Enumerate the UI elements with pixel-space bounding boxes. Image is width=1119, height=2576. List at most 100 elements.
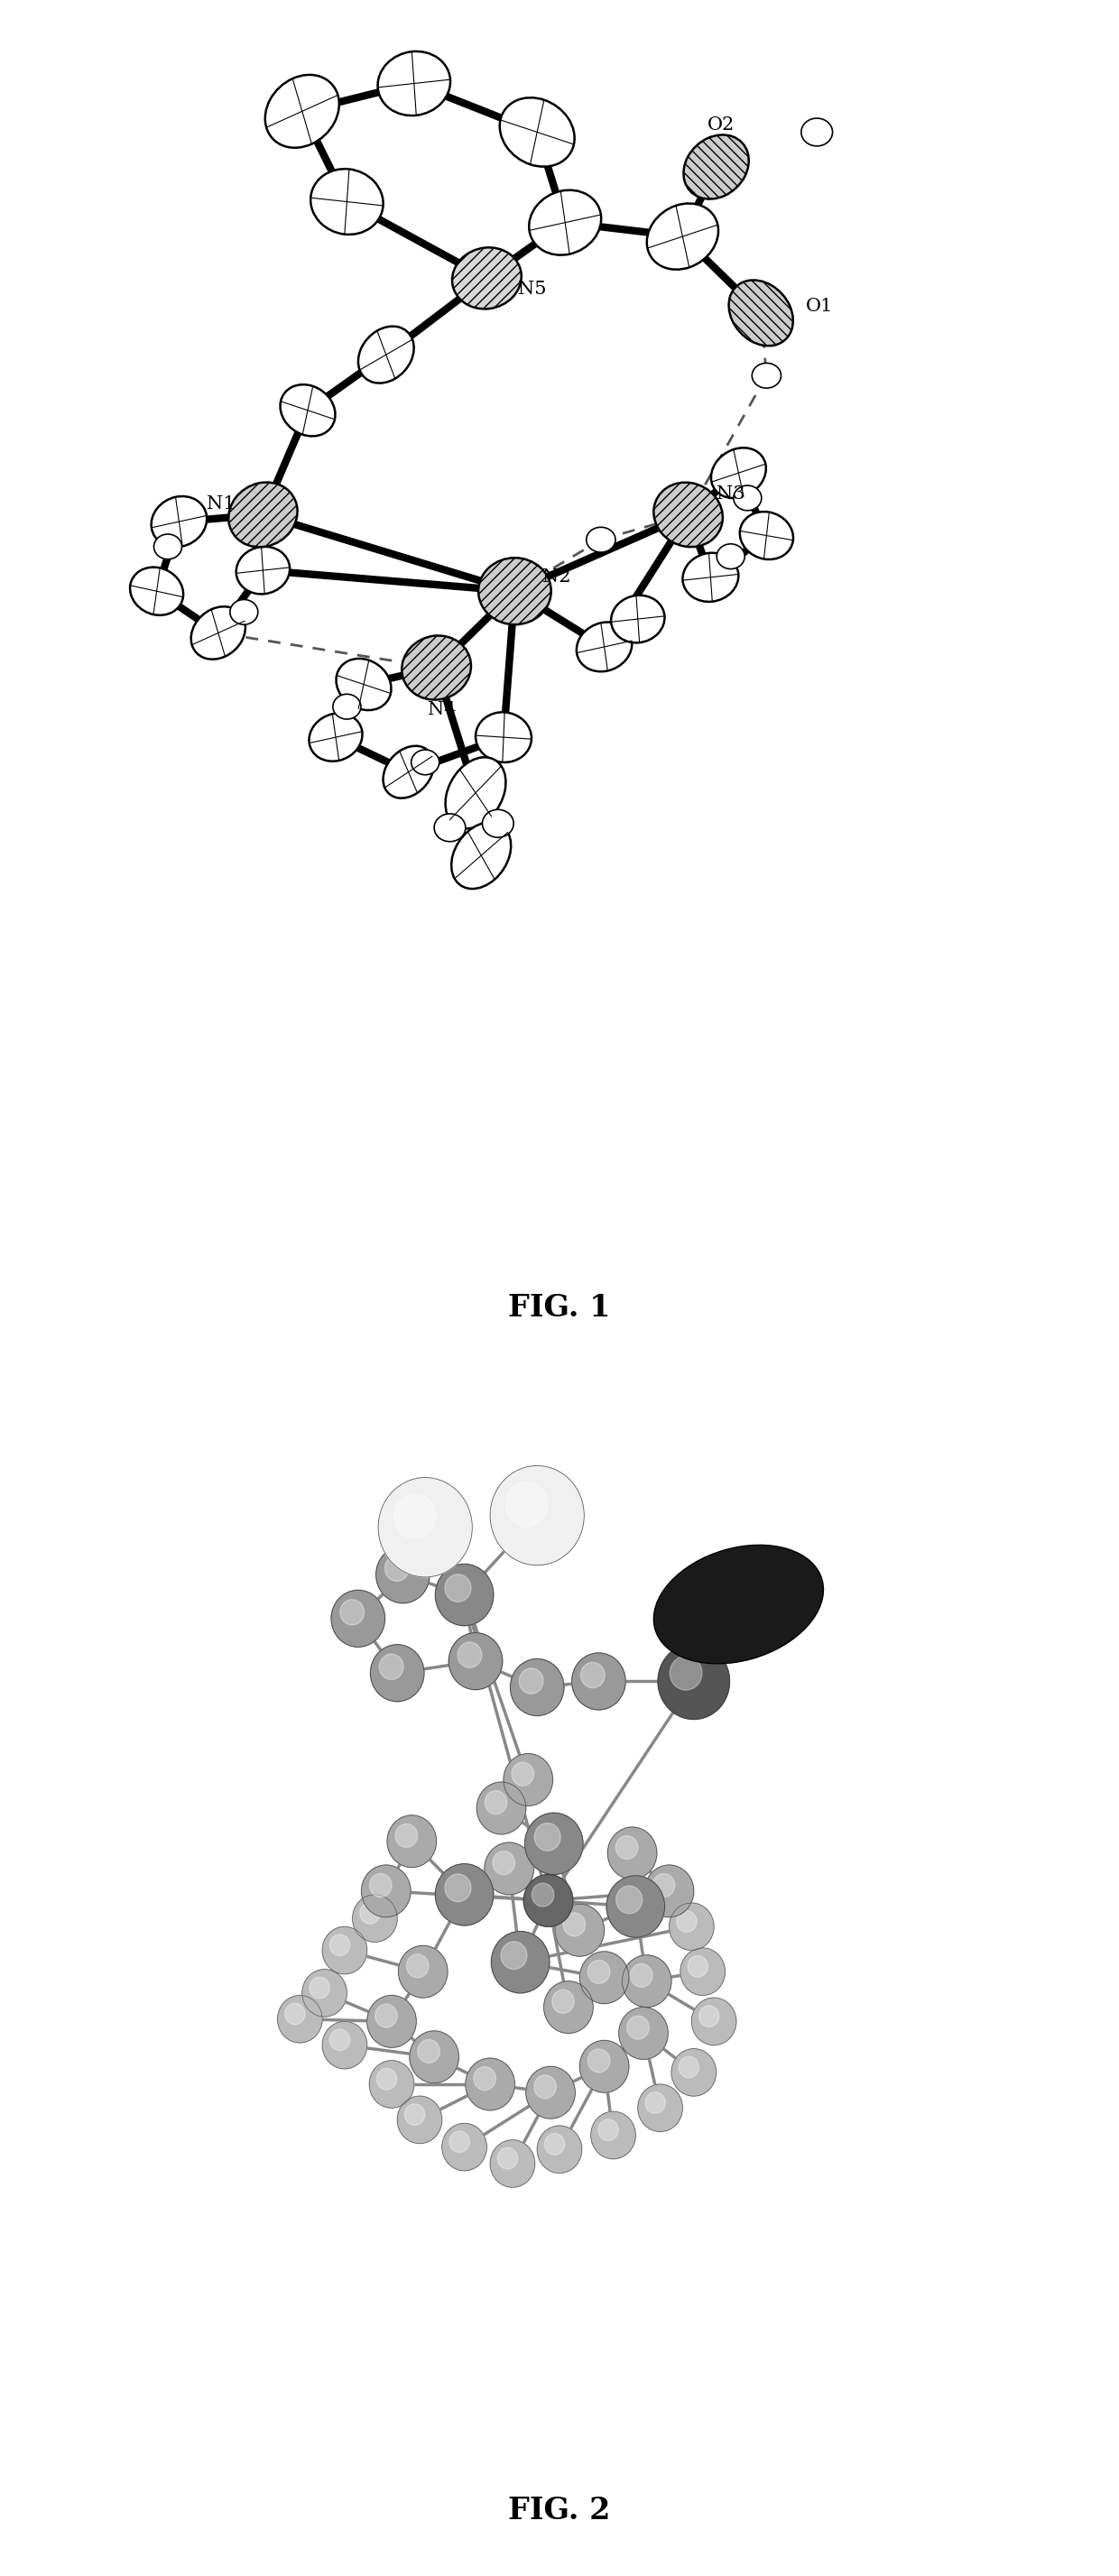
Ellipse shape — [378, 52, 450, 116]
Circle shape — [278, 1996, 322, 2043]
Circle shape — [619, 2007, 668, 2058]
Circle shape — [376, 1546, 430, 1602]
Ellipse shape — [734, 484, 762, 510]
Circle shape — [679, 2056, 699, 2079]
Circle shape — [615, 1837, 638, 1860]
Circle shape — [361, 1865, 411, 1917]
Ellipse shape — [683, 554, 739, 603]
Ellipse shape — [653, 482, 723, 546]
Circle shape — [385, 1556, 410, 1582]
Ellipse shape — [412, 750, 439, 775]
Circle shape — [587, 2048, 610, 2074]
Circle shape — [450, 2130, 470, 2154]
Circle shape — [322, 2022, 367, 2069]
Circle shape — [677, 1911, 697, 1932]
Ellipse shape — [728, 281, 793, 345]
Ellipse shape — [280, 384, 336, 435]
Circle shape — [671, 2048, 716, 2097]
Ellipse shape — [801, 118, 833, 147]
Ellipse shape — [500, 98, 574, 167]
Circle shape — [477, 1783, 526, 1834]
Ellipse shape — [236, 546, 290, 595]
Circle shape — [398, 1945, 448, 1999]
Circle shape — [552, 1989, 574, 2014]
Ellipse shape — [476, 711, 532, 762]
Circle shape — [511, 1762, 534, 1785]
Circle shape — [670, 1656, 702, 1690]
Circle shape — [544, 1981, 593, 2032]
Text: FIG. 1: FIG. 1 — [508, 1293, 611, 1321]
Circle shape — [504, 1754, 553, 1806]
Circle shape — [498, 2148, 518, 2169]
Text: N4: N4 — [427, 701, 455, 719]
Ellipse shape — [684, 134, 749, 198]
Ellipse shape — [482, 809, 514, 837]
Ellipse shape — [154, 533, 181, 559]
Circle shape — [435, 1564, 493, 1625]
Circle shape — [599, 2120, 619, 2141]
Circle shape — [377, 2069, 397, 2089]
Ellipse shape — [653, 1546, 824, 1664]
Circle shape — [340, 1600, 365, 1625]
Circle shape — [406, 1955, 429, 1978]
Circle shape — [369, 2061, 414, 2107]
Circle shape — [555, 1904, 604, 1955]
Circle shape — [537, 2125, 582, 2174]
Circle shape — [410, 2030, 459, 2084]
Circle shape — [394, 1494, 436, 1538]
Ellipse shape — [529, 191, 601, 255]
Ellipse shape — [358, 327, 414, 384]
Text: N2: N2 — [543, 569, 571, 585]
Ellipse shape — [576, 623, 632, 672]
Circle shape — [524, 1875, 573, 1927]
Ellipse shape — [265, 75, 339, 147]
Circle shape — [580, 1953, 629, 2004]
Ellipse shape — [452, 247, 521, 309]
Circle shape — [580, 2040, 629, 2092]
Circle shape — [491, 1932, 549, 1994]
Circle shape — [638, 2084, 683, 2133]
Circle shape — [466, 2058, 515, 2110]
Ellipse shape — [402, 636, 471, 701]
Circle shape — [492, 1852, 515, 1875]
Ellipse shape — [717, 544, 745, 569]
Circle shape — [534, 2076, 556, 2099]
Ellipse shape — [434, 814, 466, 842]
Ellipse shape — [479, 559, 551, 623]
Circle shape — [473, 2066, 496, 2089]
Ellipse shape — [740, 513, 793, 559]
Circle shape — [545, 2133, 565, 2156]
Circle shape — [387, 1816, 436, 1868]
Circle shape — [370, 1643, 424, 1703]
Circle shape — [367, 1996, 416, 2048]
Circle shape — [591, 2112, 636, 2159]
Circle shape — [692, 1999, 736, 2045]
Circle shape — [688, 1955, 708, 1978]
Ellipse shape — [231, 600, 257, 623]
Circle shape — [646, 2092, 666, 2112]
Circle shape — [285, 2004, 305, 2025]
Ellipse shape — [130, 567, 184, 616]
Text: O1: O1 — [806, 296, 833, 314]
Circle shape — [449, 1633, 502, 1690]
Ellipse shape — [336, 659, 392, 711]
Circle shape — [506, 1481, 548, 1528]
Circle shape — [658, 1643, 730, 1718]
Circle shape — [375, 2004, 397, 2027]
Circle shape — [445, 1873, 471, 1901]
Circle shape — [331, 1589, 385, 1646]
Circle shape — [435, 1865, 493, 1924]
Ellipse shape — [311, 170, 383, 234]
Text: N3: N3 — [716, 484, 745, 502]
Ellipse shape — [309, 714, 363, 762]
Circle shape — [352, 1896, 397, 1942]
Circle shape — [627, 2017, 649, 2040]
Circle shape — [652, 1873, 675, 1896]
Circle shape — [485, 1790, 507, 1814]
Ellipse shape — [333, 693, 360, 719]
Circle shape — [490, 1466, 584, 1566]
Circle shape — [510, 1659, 564, 1716]
Ellipse shape — [191, 605, 245, 659]
Ellipse shape — [647, 204, 718, 270]
Circle shape — [532, 1883, 554, 1906]
